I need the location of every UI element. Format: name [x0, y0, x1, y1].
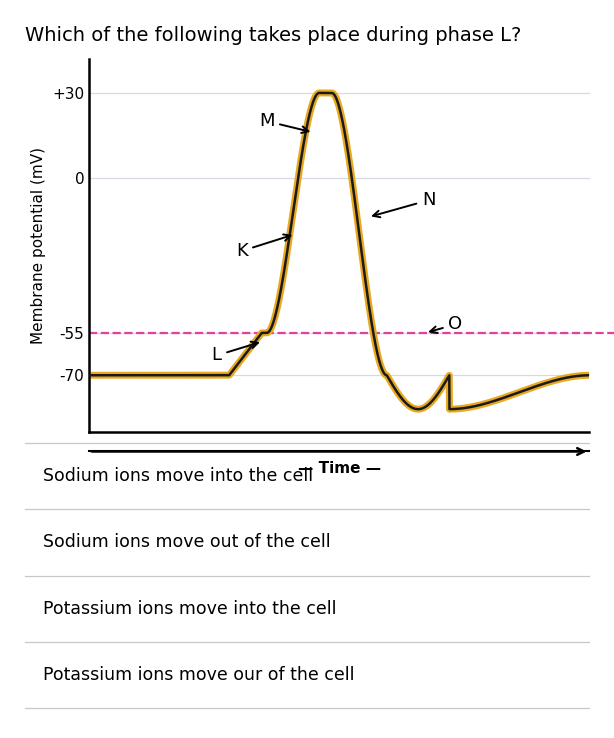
Text: Potassium ions move our of the cell: Potassium ions move our of the cell — [43, 666, 354, 684]
Text: — Time —: — Time — — [298, 461, 381, 476]
Text: Sodium ions move out of the cell: Sodium ions move out of the cell — [43, 534, 330, 551]
Text: O: O — [430, 315, 462, 334]
Text: Potassium ions move into the cell: Potassium ions move into the cell — [43, 600, 336, 618]
Text: L: L — [212, 342, 258, 365]
Text: Sodium ions move into the cell: Sodium ions move into the cell — [43, 467, 313, 485]
Y-axis label: Membrane potential (mV): Membrane potential (mV) — [31, 147, 47, 344]
Text: K: K — [236, 235, 290, 260]
Text: M: M — [259, 112, 308, 133]
Text: Which of the following takes place during phase L?: Which of the following takes place durin… — [25, 26, 521, 45]
Text: N: N — [373, 191, 435, 217]
